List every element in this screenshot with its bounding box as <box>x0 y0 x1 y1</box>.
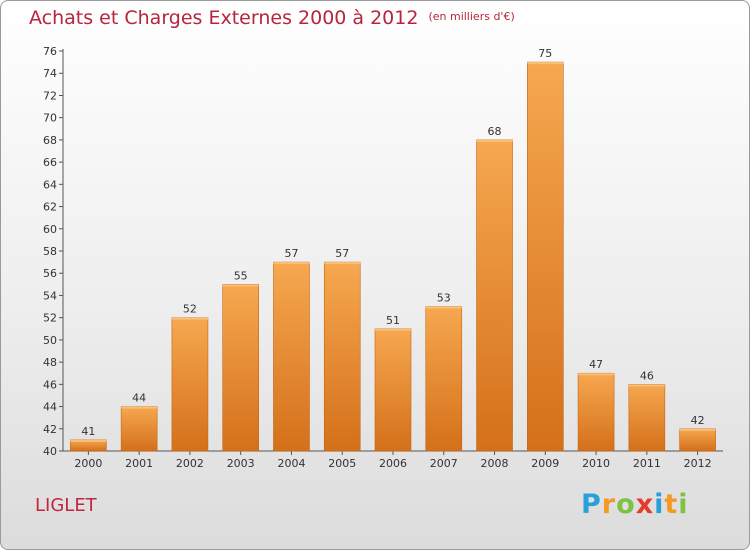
bar-2001 <box>120 406 158 452</box>
y-tick-label: 42 <box>43 423 57 436</box>
x-tick-label: 2007 <box>430 457 458 470</box>
bar-2009 <box>527 61 564 452</box>
x-tick-label: 2009 <box>531 457 559 470</box>
y-tick-label: 68 <box>43 134 57 147</box>
x-tick-label: 2011 <box>633 457 661 470</box>
logo-letter: x <box>635 489 655 520</box>
y-tick-label: 50 <box>43 334 57 347</box>
chart-title-text: Achats et Charges Externes 2000 à 2012 <box>29 7 419 29</box>
bar-top-highlight <box>222 284 259 287</box>
bar-2004 <box>273 261 310 452</box>
data-label-2008: 68 <box>488 125 502 138</box>
bar-2003 <box>222 284 259 452</box>
x-tick-label: 2010 <box>582 457 610 470</box>
bar-top-highlight <box>628 384 665 387</box>
data-label-2007: 53 <box>437 292 451 305</box>
data-label-2001: 44 <box>132 392 146 405</box>
x-tick-label: 2004 <box>277 457 305 470</box>
bar-top-highlight <box>425 306 462 309</box>
y-tick-label: 54 <box>43 289 57 302</box>
bar-2006 <box>374 328 412 452</box>
data-label-2010: 47 <box>589 358 603 371</box>
chart-data-labels: 41 44 52 55 57 57 51 53 68 75 47 46 42 <box>81 47 704 438</box>
y-tick-label: 58 <box>43 245 57 258</box>
x-tick-label: 2008 <box>481 457 509 470</box>
y-tick-label: 62 <box>43 201 57 214</box>
bar-2011 <box>628 384 666 452</box>
data-label-2009: 75 <box>538 47 552 60</box>
bar-top-highlight <box>476 139 513 142</box>
y-tick-label: 40 <box>43 445 57 458</box>
y-tick-label: 64 <box>43 178 57 191</box>
bar-2008 <box>476 139 513 452</box>
commune-name: LIGLET <box>35 495 97 516</box>
x-tick-label: 2001 <box>125 457 153 470</box>
bar-top-highlight <box>324 262 361 265</box>
bar-top-highlight <box>171 317 208 320</box>
y-tick-label: 74 <box>43 67 57 80</box>
x-tick-label: 2002 <box>176 457 204 470</box>
logo-letter: r <box>601 489 617 520</box>
logo-letter: i <box>678 489 689 520</box>
chart-title: Achats et Charges Externes 2000 à 2012 (e… <box>29 7 515 29</box>
y-tick-label: 72 <box>43 89 57 102</box>
data-label-2005: 57 <box>335 247 349 260</box>
bar-top-highlight <box>70 439 107 442</box>
logo-letter: i <box>654 489 665 520</box>
data-label-2004: 57 <box>284 247 298 260</box>
bar-top-highlight <box>578 373 615 376</box>
bar-top-highlight <box>527 62 564 65</box>
data-label-2011: 46 <box>640 369 654 382</box>
bar-top-highlight <box>375 328 411 331</box>
y-tick-label: 60 <box>43 223 57 236</box>
proxiti-logo: Proxiti <box>581 489 689 520</box>
y-tick-label: 48 <box>43 356 57 369</box>
chart-unit: (en milliers d'€) <box>428 10 515 23</box>
y-tick-label: 46 <box>43 378 57 391</box>
logo-letter: P <box>581 489 602 520</box>
bar-top-highlight <box>273 262 310 265</box>
y-tick-label: 44 <box>43 401 57 414</box>
y-tick-label: 52 <box>43 312 57 325</box>
chart-bars <box>70 61 716 452</box>
bar-2010 <box>577 372 615 452</box>
bar-2012 <box>679 428 716 452</box>
x-tick-label: 2003 <box>227 457 255 470</box>
y-tick-label: 66 <box>43 156 57 169</box>
x-tick-label: 2006 <box>379 457 407 470</box>
x-tick-label: 2005 <box>328 457 356 470</box>
data-label-2002: 52 <box>183 303 197 316</box>
x-tick-label: 2012 <box>684 457 712 470</box>
bar-top-highlight <box>679 428 716 431</box>
bar-2002 <box>171 317 209 452</box>
data-label-2003: 55 <box>234 269 248 282</box>
logo-letter: t <box>664 489 679 520</box>
logo-letter: o <box>616 489 636 520</box>
data-label-2006: 51 <box>386 314 400 327</box>
bar-2005 <box>323 261 361 452</box>
bar-top-highlight <box>121 406 158 409</box>
y-tick-label: 70 <box>43 112 57 125</box>
y-tick-label: 56 <box>43 267 57 280</box>
bar-2007 <box>425 306 463 452</box>
data-label-2012: 42 <box>691 414 705 427</box>
x-tick-label: 2000 <box>74 457 102 470</box>
data-label-2000: 41 <box>81 425 95 438</box>
y-tick-label: 76 <box>43 45 57 58</box>
